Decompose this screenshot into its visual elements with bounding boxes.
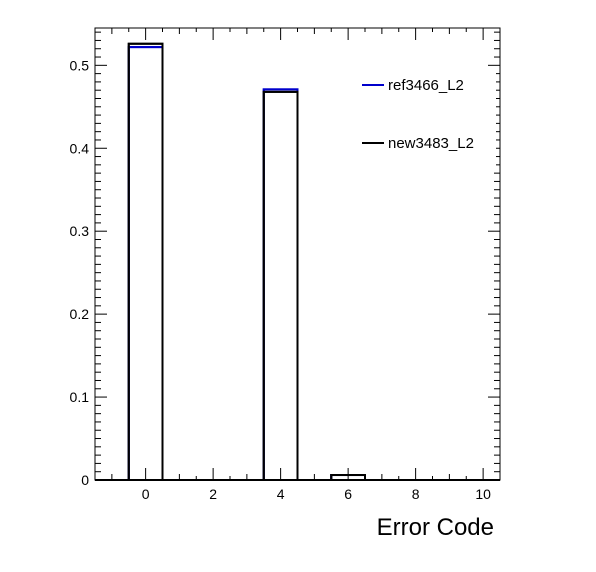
x-tick-label: 4 xyxy=(277,486,285,502)
y-tick-label: 0.3 xyxy=(70,223,90,239)
legend-label-ref: ref3466_L2 xyxy=(388,77,464,94)
x-tick-label: 6 xyxy=(344,486,352,502)
y-tick-label: 0.2 xyxy=(70,306,90,322)
x-tick-label: 8 xyxy=(412,486,420,502)
x-tick-label: 2 xyxy=(209,486,217,502)
y-tick-label: 0 xyxy=(81,472,89,488)
y-tick-label: 0.4 xyxy=(70,140,90,156)
x-axis-label: Error Code xyxy=(377,514,494,541)
ticks-layer: 0 2 4 6 8 10 0 0.1 0.2 0.3 0.4 0.5 xyxy=(70,28,501,502)
legend-label-new: new3483_L2 xyxy=(388,135,474,152)
x-tick-label: 10 xyxy=(475,486,491,502)
legend: ref3466_L2 new3483_L2 xyxy=(358,70,496,170)
y-tick-label: 0.5 xyxy=(70,57,90,73)
y-tick-label: 0.1 xyxy=(70,389,90,405)
x-tick-label: 0 xyxy=(142,486,150,502)
legend-box xyxy=(358,70,496,170)
